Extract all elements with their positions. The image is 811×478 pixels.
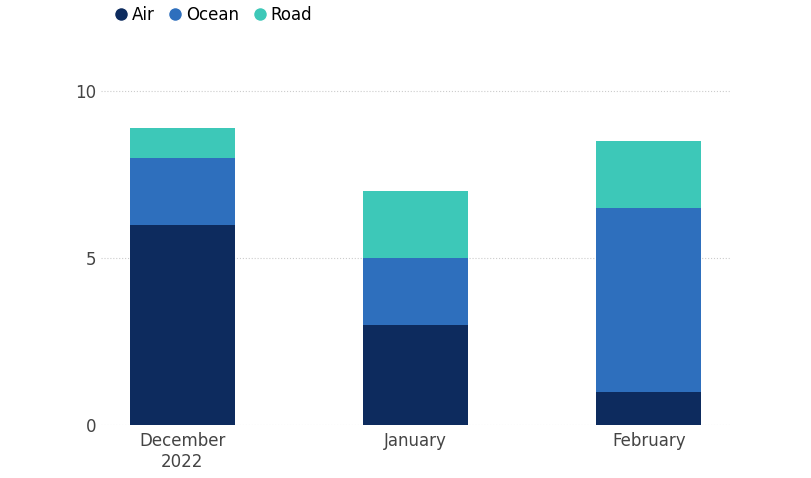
Bar <box>130 128 235 158</box>
Bar <box>363 325 468 425</box>
Bar <box>363 191 468 258</box>
Bar <box>596 208 702 392</box>
Bar <box>363 258 468 325</box>
Bar <box>596 141 702 208</box>
Bar <box>130 158 235 225</box>
Legend: Air, Ocean, Road: Air, Ocean, Road <box>109 0 319 31</box>
Bar <box>596 392 702 425</box>
Bar <box>130 225 235 425</box>
